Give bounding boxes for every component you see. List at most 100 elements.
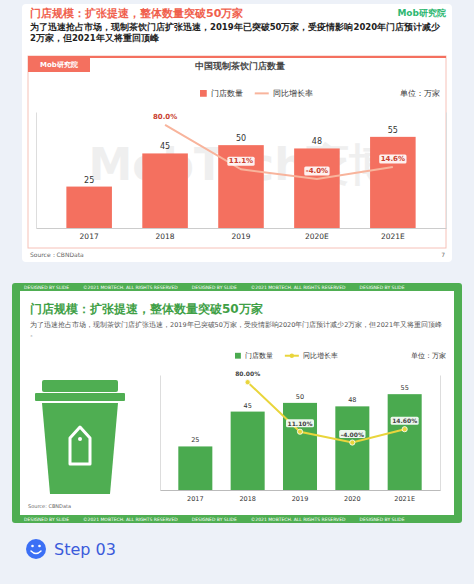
- y-axis-line: [160, 376, 161, 491]
- chart-title: 中国现制茶饮门店数量: [195, 61, 285, 71]
- slide-top: 门店规模：扩张提速，整体数量突破50万家Mob研究院为了迅速抢占市场，现制茶饮门…: [22, 4, 452, 262]
- step-icon-eye: [31, 545, 34, 548]
- label-bg: [379, 155, 406, 164]
- slide-subtitle-line: 为了迅速抢占市场，现制茶饮门店扩张迅速，2019年已突破50万家，受疫情影响20…: [30, 321, 442, 329]
- line-label: 14.6%: [381, 155, 405, 163]
- x-tick: 2021E: [381, 232, 405, 241]
- x-tick-label: 2020E: [305, 232, 329, 241]
- label-bg: [234, 370, 262, 378]
- bar-label: 25: [191, 436, 199, 444]
- slide-subtitle: 为了迅速抢占市场，现制茶饮门店扩张迅速，2019年已突破50万家，受疫情影响20…: [30, 22, 441, 43]
- label-bg: [227, 157, 254, 166]
- plot-marks: [66, 125, 415, 228]
- label-bg: [339, 430, 365, 438]
- bar-label: 45: [160, 142, 170, 151]
- data-labels: 254550485580.00%11.10%-4.00%14.60%: [191, 370, 418, 445]
- legend-swatch: [235, 353, 241, 359]
- bar-label: 45: [244, 402, 252, 410]
- chart-panel: [28, 56, 446, 248]
- y-axis: [36, 113, 37, 229]
- bar: [142, 153, 188, 228]
- y-axis: [160, 376, 161, 491]
- growth-line: [248, 382, 405, 442]
- legend-swatch-marker: [290, 354, 294, 358]
- line-marker: [245, 380, 250, 385]
- line-label: 11.10%: [288, 420, 313, 427]
- x-tick-label: 2017: [187, 495, 204, 503]
- x-tick-label: 2018: [239, 495, 256, 503]
- cup-tag-hole: [78, 437, 82, 441]
- bar: [283, 403, 317, 490]
- unit-label: 单位：万家: [411, 352, 446, 360]
- frame-text: DESIGNED BY SLIDE: [359, 285, 404, 290]
- legend-swatch: [200, 90, 207, 97]
- slide-card: [20, 291, 454, 515]
- label-bg: [391, 417, 419, 425]
- page: 门店规模：扩张提速，整体数量突破50万家Mob研究院为了迅速抢占市场，现制茶饮门…: [0, 0, 474, 584]
- x-tick: 2017: [187, 495, 204, 503]
- x-tick-label: 2021E: [381, 232, 405, 241]
- x-tick: 2018: [156, 232, 175, 241]
- cup-icon: [35, 380, 125, 494]
- x-axis: 2017201820192020E2021E: [37, 229, 447, 242]
- label-bg: [151, 112, 178, 121]
- x-tick: 2017: [80, 232, 99, 241]
- legend-label: 门店数量: [245, 352, 273, 360]
- source: Source: CBNData: [28, 503, 71, 509]
- cup-lid: [42, 380, 118, 392]
- line-label: 80.00%: [235, 370, 260, 377]
- chart-logo-box: [28, 56, 90, 72]
- growth-line: [165, 125, 393, 179]
- slide-bottom: DESIGNED BY SLIDE ©2021 MOBTECH. ALL RIGH…: [12, 283, 462, 523]
- line-marker: [297, 429, 302, 434]
- x-axis-line: [37, 228, 447, 229]
- line-label: 11.1%: [229, 157, 253, 165]
- bar: [231, 412, 265, 490]
- bar: [370, 137, 416, 228]
- x-tick: 2021E: [394, 495, 415, 503]
- x-tick-label: 2019: [292, 495, 309, 503]
- x-axis: 2017 2018 2019 2020 2021E: [161, 491, 441, 503]
- y2-axis: [446, 113, 447, 229]
- chart-logo: Mob研究院: [40, 60, 78, 69]
- legend-label: 门店数量: [211, 89, 243, 98]
- slide-subtitle-line: 。: [30, 330, 37, 338]
- bar: [178, 446, 212, 490]
- cup-tag: [70, 427, 90, 464]
- page-number: 7: [441, 251, 445, 258]
- bar-label: 48: [312, 137, 322, 146]
- bar: [66, 187, 112, 228]
- frame-text: DESIGNED BY SLIDE: [192, 517, 237, 522]
- frame-text: ©2021 MOBTECH. ALL RIGHTS RESERVED: [251, 285, 346, 290]
- cup-body: [42, 403, 118, 494]
- bar-label: 55: [401, 384, 409, 392]
- line-marker: [402, 427, 407, 432]
- frame-text: DESIGNED BY SLIDE: [24, 517, 69, 522]
- legend-swatch: [255, 92, 269, 94]
- x-tick: 2018: [239, 495, 256, 503]
- bar: [388, 394, 422, 490]
- bar-label: 50: [296, 393, 304, 401]
- frame-text: DESIGNED BY SLIDE: [192, 285, 237, 290]
- bar: [218, 145, 264, 228]
- bar-label: 48: [348, 396, 356, 404]
- line-label: 14.60%: [392, 417, 417, 424]
- bar-label: 25: [84, 176, 94, 185]
- step-icon-eye: [38, 545, 41, 548]
- step-label: Step 03: [54, 540, 116, 559]
- label-bg: [304, 167, 329, 176]
- bar: [335, 406, 369, 490]
- x-axis-line: [161, 490, 441, 491]
- y2-axis-line: [440, 376, 441, 491]
- data-labels: 254550485580.0%11.1%-4.0%14.6%: [84, 112, 406, 184]
- x-tick-label: 2021E: [394, 495, 415, 503]
- unit-label: 单位：万家: [400, 89, 440, 98]
- chart-panel-strip: [28, 56, 446, 58]
- legend-label: 同比增长率: [273, 89, 313, 98]
- x-tick: 2020E: [305, 232, 329, 241]
- brand-logo: Mob研究院: [397, 8, 446, 18]
- x-tick-label: 2020: [344, 495, 361, 503]
- frame-text: DESIGNED BY SLIDE: [359, 517, 404, 522]
- y-axis-line: [36, 113, 37, 229]
- line-label: 80.0%: [153, 113, 177, 121]
